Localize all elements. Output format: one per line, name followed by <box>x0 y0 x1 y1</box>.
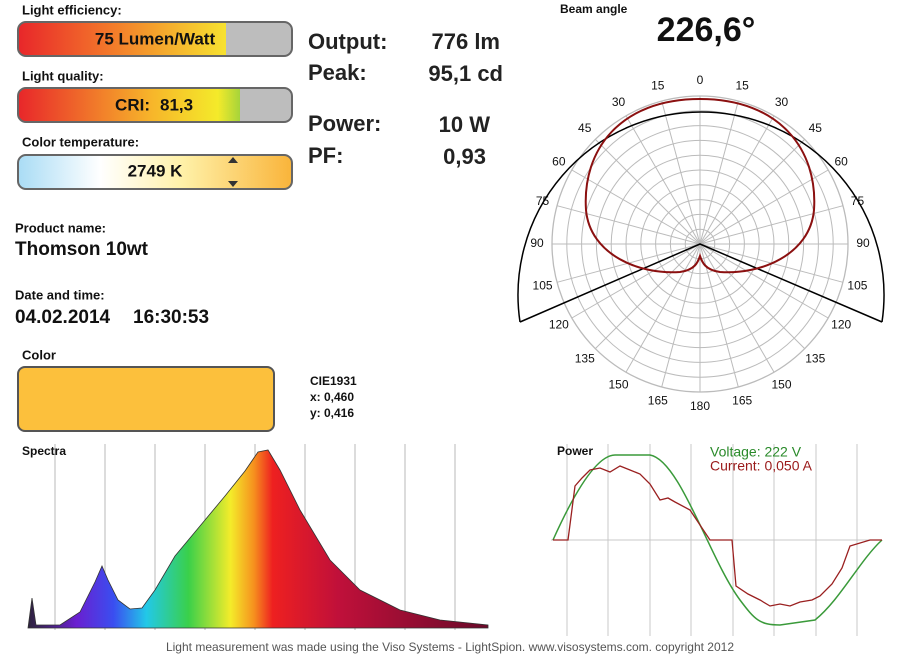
label: Color temperature: <box>22 134 139 149</box>
color-swatch <box>17 366 275 432</box>
current-legend: Current: 0,050 A <box>710 458 813 474</box>
quality-bar <box>18 88 292 122</box>
efficiency-bar <box>18 22 292 56</box>
cie: CIE1931 <box>310 374 357 388</box>
reading-value: 10 W <box>439 112 491 137</box>
date: 04.02.2014 <box>15 307 111 328</box>
angle-label: 135 <box>575 351 595 365</box>
angle-label: 105 <box>847 278 867 292</box>
spectrum <box>27 449 489 629</box>
angle-label: 45 <box>578 121 592 135</box>
grid-spoke <box>594 243 701 350</box>
reading-value: 0,93 <box>443 144 486 169</box>
footer: Light measurement was made using the Vis… <box>166 640 734 654</box>
label: Color <box>22 347 56 362</box>
temp-bar <box>17 154 293 190</box>
reading-value: 95,1 cd <box>428 61 503 86</box>
label: Light quality: <box>22 68 104 83</box>
grid-spoke <box>699 243 775 373</box>
beam-pattern <box>584 97 816 274</box>
grid-spoke <box>699 100 739 245</box>
voltage-wave <box>552 454 883 626</box>
angle-label: 120 <box>549 318 569 332</box>
label: Date and time: <box>15 287 105 302</box>
bar-border <box>17 87 293 123</box>
grid-spoke <box>699 205 844 245</box>
grid-spoke <box>571 169 701 245</box>
angle-label: 150 <box>771 377 791 391</box>
spectra-title: Spectra <box>22 444 66 458</box>
angle-label: 150 <box>608 377 628 391</box>
angle-label: 45 <box>809 121 823 135</box>
angle-label: 0 <box>697 73 704 87</box>
angle-label: 15 <box>736 79 750 93</box>
beam-label: Beam angle <box>560 2 628 16</box>
reading-value: 776 lm <box>432 29 501 54</box>
grid-spoke <box>571 243 701 319</box>
beam-lines <box>519 243 883 323</box>
prefix: CRI: <box>115 95 150 114</box>
value: 2749 K <box>128 161 184 180</box>
reading-label: Peak: <box>308 60 367 85</box>
bar-fill <box>18 22 226 56</box>
grid-spoke <box>556 205 701 245</box>
grid-spoke <box>699 243 829 319</box>
angle-label: 105 <box>533 278 553 292</box>
grid-spoke <box>699 169 829 245</box>
reading-label: PF: <box>308 143 343 168</box>
product-name: Thomson 10wt <box>15 239 149 260</box>
angle-label: 60 <box>552 155 566 169</box>
power-title: Power <box>557 444 593 458</box>
angle-label: 165 <box>648 394 668 408</box>
grid-spoke <box>625 243 701 373</box>
reading-label: Power: <box>308 111 381 136</box>
value: 81,3 <box>160 95 193 114</box>
angle-label: 15 <box>651 79 665 93</box>
beam-angle: 226,6° <box>657 11 756 49</box>
angle-label: 90 <box>530 236 544 250</box>
spinner[interactable] <box>228 157 238 187</box>
grid-spoke <box>699 243 806 350</box>
angle-label: 165 <box>732 394 752 408</box>
angle-label: 120 <box>831 318 851 332</box>
voltage-legend: Voltage: 222 V <box>710 444 802 460</box>
bar-fill <box>18 88 240 122</box>
grid-spoke <box>625 115 701 245</box>
reading-label: Output: <box>308 29 387 54</box>
label: Light efficiency: <box>22 2 122 17</box>
grid-spoke <box>699 115 775 245</box>
cie-x: x: 0,460 <box>310 390 354 404</box>
bar-border <box>17 21 293 57</box>
grid-spoke <box>661 100 701 245</box>
cie-y: y: 0,416 <box>310 406 354 420</box>
angle-label: 60 <box>834 155 848 169</box>
beam-arc <box>517 111 885 323</box>
grid-spoke <box>699 138 806 245</box>
angle-label: 180 <box>690 399 710 413</box>
grid-spoke <box>594 138 701 245</box>
angle-label: 30 <box>612 95 626 109</box>
label: Product name: <box>15 220 106 235</box>
angle-label: 135 <box>805 351 825 365</box>
angle-label: 90 <box>856 236 870 250</box>
angle-label: 30 <box>775 95 789 109</box>
polar-grid: 0 151530304545606075759090105105120120135… <box>530 73 870 413</box>
value: 75 Lumen/Watt <box>95 29 216 48</box>
current-wave <box>553 465 882 607</box>
time: 16:30:53 <box>133 307 209 328</box>
